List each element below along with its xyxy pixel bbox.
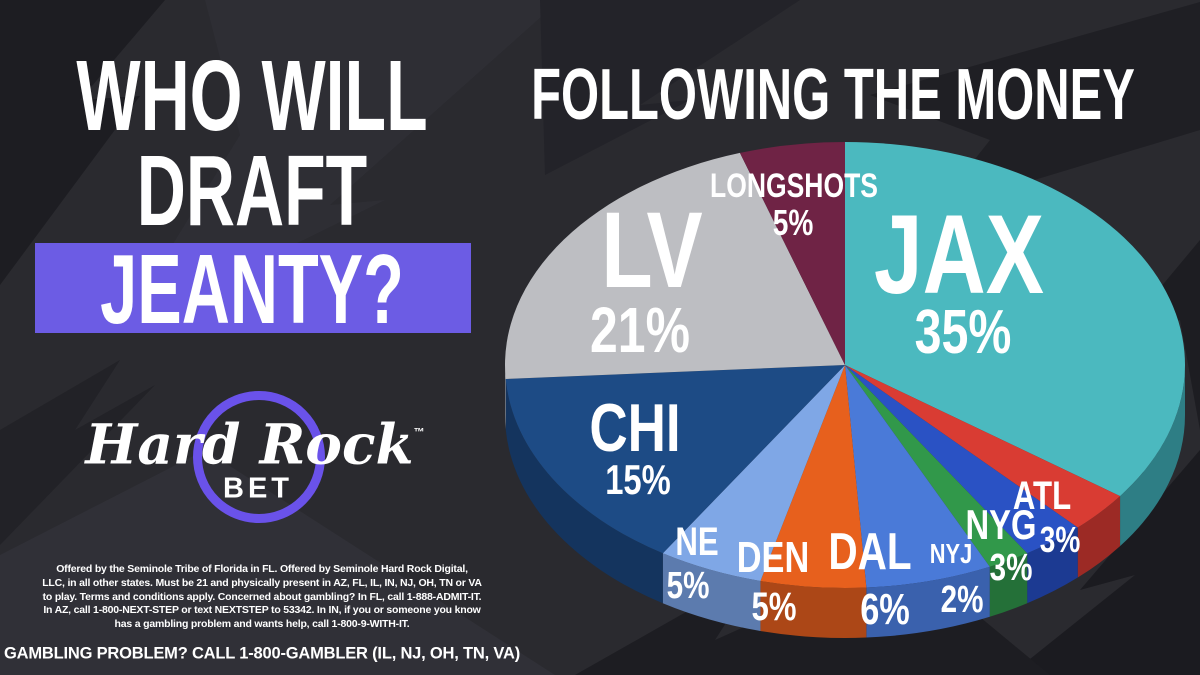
pie-rim-CHI [505,379,663,604]
pie-slice-NE [662,365,845,581]
chart-title: FOLLOWING THE MONEY [531,55,1135,135]
pie-label-NYG: NYG [965,501,1037,548]
pie-pct-JAX: 35% [914,298,1012,367]
pie-slice-LONGSHOTS [739,142,845,365]
disclaimer-line: Offered by the Seminole Tribe of Florida… [56,563,468,575]
pie-pct-LV: 21% [590,294,690,366]
pie-slice-NYJ [845,365,1028,567]
pie-slice-DEN [760,365,867,588]
legal-disclaimer: Offered by the Seminole Tribe of Florida… [0,563,524,632]
pie-slice-ATL [845,365,1121,528]
pie-rim-ATL [1077,496,1121,578]
pie-rim-JAX [1120,365,1185,547]
pie-rim-NE [662,553,761,631]
pie-slice-LV [504,152,845,380]
pie-label-CHI: CHI [589,390,681,466]
hard-rock-bet-label: BET [223,472,293,505]
pie-pct-CHI: 15% [605,456,671,503]
headline-line-2: DRAFT [136,135,368,247]
pie-slice-CHI [505,365,845,554]
pie-rim-DEN [760,580,867,638]
pie-rim-NYG [1027,527,1078,604]
pie-label-ATL: ATL [1012,474,1072,518]
pie-label-JAX: JAX [874,192,1044,317]
pie-label-NE: NE [675,520,719,564]
disclaimer-line: to play. Terms and conditions apply. Con… [42,590,482,603]
pie-slice-NYG [845,365,1078,554]
pie-pct-LONGSHOTS: 5% [772,202,814,243]
pie-label-LV: LV [601,189,703,310]
pie-rim-NYJ [989,553,1028,617]
trademark-symbol: ™ [413,426,425,439]
headline-highlight-band [35,243,471,333]
pie-label-NYJ: NYJ [929,538,973,569]
disclaimer-line: LLC, in all other states. Must be 21 and… [42,576,482,589]
pie-label-DAL: DAL [828,523,912,581]
pie-pct-NE: 5% [666,565,710,607]
pie-pct-DEN: 5% [751,585,797,629]
disclaimer-line: has a gambling problem and wants help, c… [114,618,410,631]
hard-rock-logo-text: Hard Rock [85,411,414,477]
pie-pct-DAL: 6% [860,585,910,634]
pie-pct-NYG: 3% [989,547,1033,589]
pie-pct-ATL: 3% [1039,519,1081,560]
pie-slice-DAL [845,365,990,588]
disclaimer-line: In AZ, call 1-800-NEXT-STEP or text NEXT… [43,604,481,617]
gambling-hotline: GAMBLING PROBLEM? CALL 1-800-GAMBLER (IL… [4,644,520,663]
pie-label-DEN: DEN [736,533,810,582]
headline-highlight-text: JEANTY? [100,234,404,344]
headline-line-1: WHO WILL [76,40,428,152]
hard-rock-logo: Hard Rock™ [85,417,424,472]
pie-label-LONGSHOTS: LONGSHOTS [710,167,878,205]
hard-rock-ring-icon [193,391,325,523]
pie-rim-DAL [866,566,990,638]
pie-slice-JAX [845,142,1185,497]
pie-pct-NYJ: 2% [940,579,984,621]
pie-rim-LV [505,365,506,430]
